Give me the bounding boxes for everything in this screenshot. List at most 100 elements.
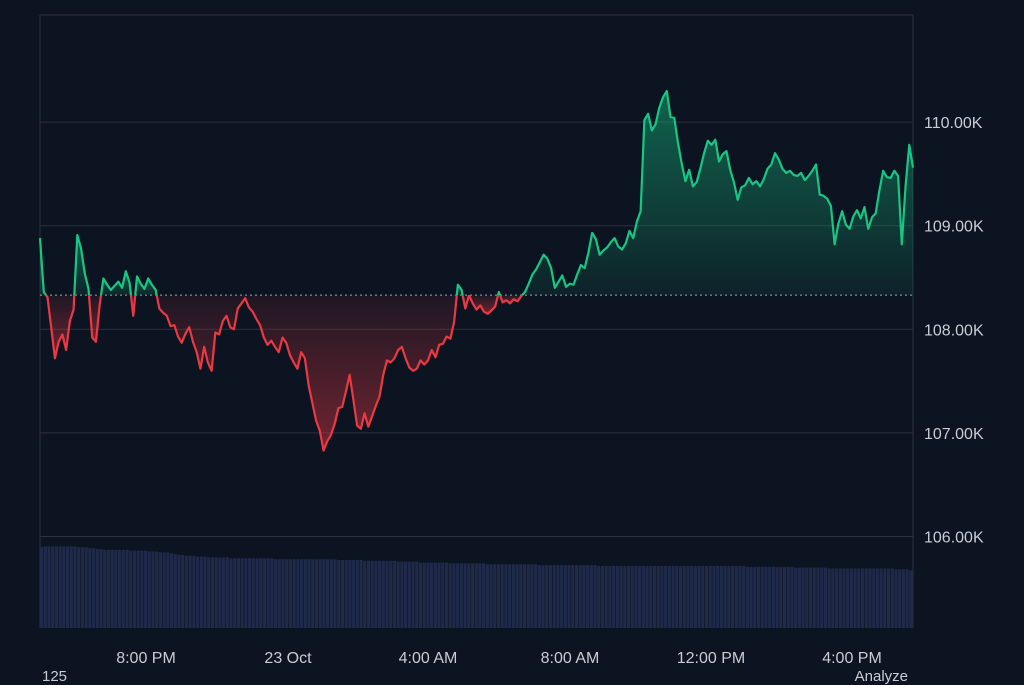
volume-bar: [667, 565, 671, 628]
volume-bar: [207, 557, 211, 628]
volume-bar: [734, 565, 738, 628]
volume-bar: [493, 564, 497, 628]
price-line-down: [498, 294, 524, 305]
volume-bar: [84, 547, 88, 628]
volume-bar: [508, 564, 512, 628]
volume-bar: [485, 564, 489, 628]
volume-bar: [764, 566, 768, 628]
volume-bar: [400, 561, 404, 628]
price-line-up: [455, 283, 464, 296]
volume-bar: [80, 547, 84, 628]
price-line-up: [497, 290, 502, 296]
volume-bar: [541, 565, 545, 628]
volume-bar: [805, 567, 809, 628]
volume-bar: [820, 567, 824, 628]
volume-bar: [77, 547, 81, 628]
volume-bar: [144, 550, 148, 628]
volume-bar: [348, 560, 352, 628]
volume-bar: [582, 565, 586, 628]
y-tick-label: 108.00K: [924, 322, 984, 339]
volume-bar: [40, 547, 44, 628]
volume-bars: [40, 546, 913, 628]
y-tick-label: 110.00K: [924, 115, 983, 132]
volume-bar: [192, 555, 196, 628]
volume-bar: [563, 565, 567, 628]
volume-bar: [496, 564, 501, 628]
volume-bar: [292, 559, 296, 628]
volume-bar: [634, 565, 638, 628]
volume-bar: [337, 560, 341, 628]
volume-bar: [768, 566, 772, 628]
volume-bar: [545, 565, 549, 628]
price-line-up: [134, 275, 158, 296]
volume-bar: [329, 559, 333, 628]
volume-bar: [363, 560, 367, 628]
volume-bar: [396, 561, 400, 628]
volume-bar: [43, 546, 47, 628]
volume-bar: [671, 565, 675, 628]
volume-bar: [69, 546, 73, 628]
volume-bar: [619, 565, 623, 628]
volume-bar: [326, 559, 330, 628]
volume-bar: [422, 562, 426, 628]
volume-bar: [519, 564, 523, 628]
volume-bar: [411, 561, 415, 628]
volume-bar: [716, 565, 720, 628]
area-above-baseline: [40, 238, 46, 296]
x-tick-label: 4:00 PM: [822, 650, 882, 667]
volume-bar: [444, 562, 449, 628]
x-axis-ticks: 8:00 PM 23 Oct 4:00 AM 8:00 AM 12:00 PM 4:00 …: [116, 650, 882, 667]
volume-bar: [240, 558, 244, 628]
x-tick-label: 12:00 PM: [677, 650, 745, 667]
volume-bar: [244, 558, 248, 628]
volume-bar: [879, 568, 883, 628]
volume-bar: [352, 560, 356, 628]
price-line-down: [468, 294, 500, 315]
volume-bar: [170, 553, 174, 628]
volume-bar: [203, 556, 207, 628]
y-tick-label: 106.00K: [924, 530, 984, 547]
volume-bar: [652, 565, 657, 628]
volume-bar: [682, 565, 686, 628]
volume-bar: [281, 559, 285, 628]
volume-bar: [779, 566, 783, 628]
x-tick-label: 4:00 AM: [399, 650, 458, 667]
volume-bar: [886, 568, 891, 628]
y-tick-label: 109.00K: [924, 219, 984, 236]
volume-bar: [701, 565, 705, 628]
y-axis-ticks: 106.00K 107.00K 108.00K 109.00K 110.00K: [924, 115, 984, 546]
volume-bar: [704, 565, 709, 628]
volume-bar: [797, 567, 801, 628]
volume-bar: [162, 552, 166, 628]
volume-bar: [723, 565, 727, 628]
footer-left-text: 125: [42, 668, 68, 685]
volume-bar: [790, 566, 794, 628]
volume-bar: [571, 565, 575, 628]
volume-bar: [834, 568, 839, 628]
volume-bar: [664, 565, 668, 628]
y-tick-label: 107.00K: [924, 426, 984, 443]
analyze-link[interactable]: Analyze: [854, 668, 908, 685]
volume-bar: [470, 563, 475, 628]
volume-bar: [184, 555, 188, 628]
volume-bar: [248, 558, 252, 628]
volume-bar: [430, 562, 434, 628]
volume-bar: [890, 568, 894, 628]
volume-bar: [534, 564, 538, 628]
volume-bar: [270, 558, 274, 628]
volume-bar: [389, 560, 393, 628]
volume-bar: [771, 566, 775, 628]
volume-bar: [697, 565, 701, 628]
volume-bar: [909, 570, 913, 628]
volume-bar: [860, 568, 865, 628]
price-lines: [38, 89, 915, 452]
volume-bar: [749, 566, 753, 628]
volume-bar: [426, 562, 430, 628]
volume-bar: [842, 568, 846, 628]
volume-bar: [556, 565, 560, 628]
volume-bar: [463, 563, 467, 628]
volume-bar: [745, 566, 749, 628]
volume-bar: [229, 558, 233, 628]
volume-bar: [690, 565, 694, 628]
